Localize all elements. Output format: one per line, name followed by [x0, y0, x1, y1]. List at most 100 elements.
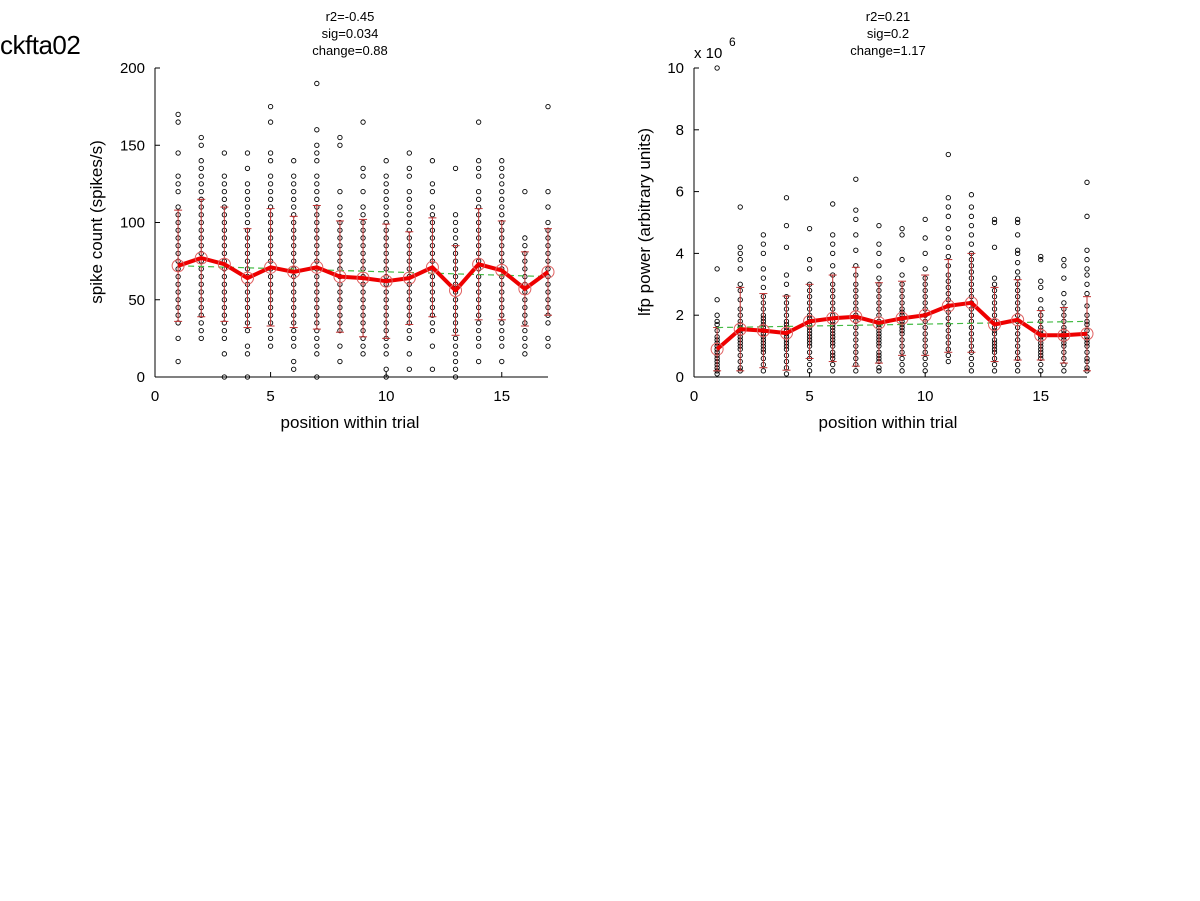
data-point [383, 204, 389, 210]
mean-marker [240, 271, 254, 285]
data-point [337, 212, 343, 218]
mean-marker [826, 311, 840, 325]
data-point [267, 181, 274, 187]
mean-series-line [715, 300, 1088, 351]
data-point [267, 173, 274, 179]
data-point [899, 272, 905, 278]
y-tick-label: 0 [137, 369, 145, 386]
data-point [406, 165, 412, 172]
data-point [475, 196, 482, 202]
data-point [314, 196, 320, 202]
data-point [360, 188, 366, 195]
data-point [714, 312, 720, 318]
data-point [1084, 256, 1090, 263]
data-point [244, 327, 251, 334]
data-point [853, 176, 859, 182]
data-point [244, 374, 251, 380]
data-point [876, 222, 882, 229]
data-point [922, 250, 928, 257]
data-point [198, 158, 204, 164]
data-point [429, 327, 436, 334]
data-point [383, 351, 389, 357]
data-point [830, 361, 836, 368]
data-point [406, 327, 412, 334]
regression-fit-line [178, 265, 549, 278]
data-point [406, 150, 412, 156]
mean-marker [310, 260, 324, 274]
data-point [475, 358, 482, 365]
data-point [221, 173, 228, 179]
mean-marker [402, 271, 416, 285]
data-point [499, 327, 505, 334]
data-point [968, 355, 975, 362]
data-point [198, 320, 204, 326]
data-point [221, 150, 228, 156]
data-point [175, 204, 181, 210]
data-point [545, 343, 551, 349]
data-point [899, 355, 905, 362]
data-point [760, 250, 767, 257]
data-point [314, 351, 320, 357]
data-point [945, 244, 951, 250]
y-tick-label: 200 [120, 60, 145, 77]
data-point [244, 188, 251, 195]
data-point [314, 127, 320, 133]
data-point [267, 343, 274, 349]
data-point [291, 204, 297, 210]
data-point [783, 281, 790, 287]
data-point [244, 204, 251, 210]
data-point [475, 173, 482, 179]
data-point [1038, 361, 1044, 368]
data-point [360, 343, 366, 349]
data-point [175, 358, 181, 365]
data-point [968, 192, 975, 198]
data-point [1038, 278, 1044, 284]
data-point [991, 361, 998, 368]
data-point [853, 207, 859, 213]
data-point [714, 371, 720, 377]
data-point [429, 181, 436, 187]
data-point [737, 244, 743, 250]
mean-marker [449, 283, 463, 297]
data-point [360, 351, 366, 357]
data-point [267, 150, 274, 156]
data-point [945, 226, 951, 232]
data-point [1084, 179, 1090, 185]
data-point [175, 173, 181, 179]
data-point [830, 250, 836, 257]
data-point [1061, 300, 1067, 306]
data-point [291, 366, 297, 372]
data-point [337, 142, 343, 148]
data-point [1084, 213, 1090, 219]
data-point [221, 351, 228, 357]
data-point [1014, 361, 1021, 368]
data-point [899, 361, 905, 368]
chart-lfp-power: r2=0.21 sig=0.2 change=1.17 position wit… [635, 9, 1094, 432]
data-point [522, 243, 528, 249]
mean-marker [1011, 313, 1025, 327]
data-point [1014, 368, 1021, 374]
data-point [991, 219, 998, 226]
x-axis-label: position within trial [819, 413, 958, 432]
data-point [429, 366, 436, 372]
mean-marker [803, 314, 817, 328]
mean-marker [217, 257, 231, 271]
data-point [175, 111, 181, 118]
data-point [1061, 256, 1067, 263]
data-point [760, 275, 767, 281]
data-point [291, 327, 297, 334]
data-point [522, 343, 528, 349]
data-point [198, 134, 204, 141]
data-point [383, 366, 389, 372]
data-point [291, 343, 297, 349]
data-point [991, 216, 998, 223]
data-point [1061, 275, 1067, 281]
data-point [499, 335, 505, 342]
data-point [899, 232, 905, 238]
data-point [899, 256, 905, 263]
data-point [945, 204, 951, 210]
data-point [945, 253, 951, 260]
mean-marker [733, 322, 747, 336]
mean-marker [171, 259, 185, 273]
x-tick-label: 0 [151, 388, 159, 405]
